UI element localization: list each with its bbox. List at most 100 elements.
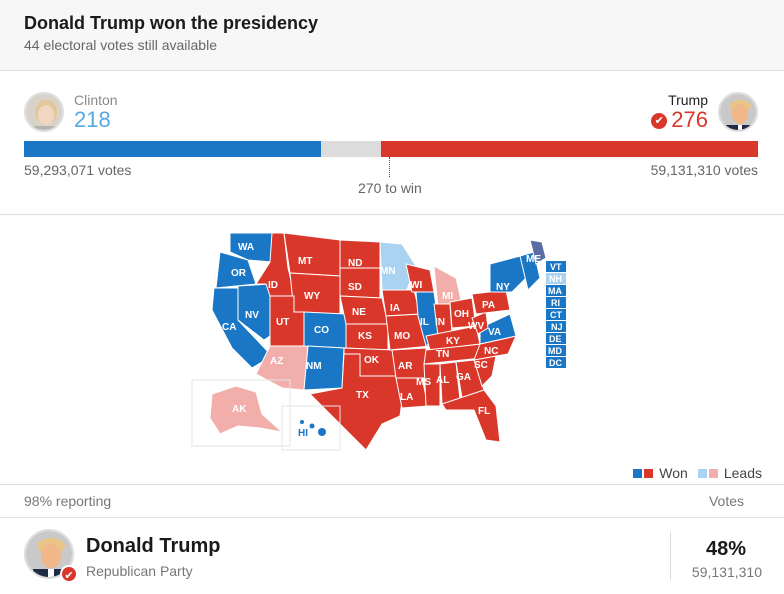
svg-text:PA: PA: [482, 300, 495, 311]
svg-text:MS: MS: [416, 377, 431, 388]
page-subtitle: 44 electoral votes still available: [24, 37, 217, 53]
svg-text:AK: AK: [232, 404, 247, 415]
votes-column-header: Votes: [708, 493, 744, 509]
clinton-name: Clinton: [74, 92, 118, 108]
svg-text:NJ: NJ: [551, 322, 563, 332]
trump-electoral-votes: 276: [671, 107, 708, 132]
svg-text:SD: SD: [348, 282, 362, 293]
map-legend: Won Leads: [633, 465, 762, 481]
threshold-label: 270 to win: [358, 180, 422, 196]
svg-text:IA: IA: [390, 303, 400, 314]
state-hi-2: [309, 423, 315, 429]
svg-text:DC: DC: [549, 358, 562, 368]
state-wa: [229, 232, 276, 263]
svg-text:CT: CT: [550, 310, 562, 320]
svg-text:WI: WI: [410, 280, 422, 291]
divider: [670, 532, 671, 580]
svg-text:MN: MN: [380, 266, 396, 277]
state-va: [479, 313, 517, 345]
svg-text:SC: SC: [474, 360, 488, 371]
svg-text:OH: OH: [454, 309, 469, 320]
state-ny: [489, 255, 527, 293]
svg-text:IN: IN: [435, 317, 445, 328]
svg-text:TN: TN: [436, 349, 449, 360]
svg-text:HI: HI: [298, 428, 308, 439]
svg-text:KS: KS: [358, 331, 372, 342]
trump-bar: [381, 141, 758, 157]
state-mt: [283, 232, 341, 277]
divider: [0, 214, 784, 215]
legend-rep-won-swatch: [644, 468, 654, 478]
result-candidate-party: Republican Party: [86, 563, 193, 579]
clinton-bar: [24, 141, 322, 157]
clinton-summary: Clinton 218: [24, 92, 118, 132]
trump-popular-votes: 59,131,310 votes: [650, 162, 758, 178]
svg-text:TX: TX: [356, 390, 369, 401]
threshold-marker: [389, 157, 390, 177]
header: Donald Trump won the presidency 44 elect…: [0, 0, 784, 71]
svg-text:GA: GA: [456, 372, 471, 383]
state-hi-1: [300, 420, 304, 424]
svg-text:VA: VA: [488, 327, 501, 338]
svg-text:UT: UT: [276, 317, 289, 328]
svg-text:MI: MI: [442, 291, 453, 302]
state-tx: [308, 353, 405, 451]
clinton-popular-votes: 59,293,071 votes: [24, 162, 132, 178]
state-fl: [441, 389, 501, 443]
svg-text:MT: MT: [298, 256, 312, 267]
svg-text:ID: ID: [268, 280, 278, 291]
state-ms: [423, 363, 441, 407]
svg-text:NC: NC: [484, 346, 498, 357]
svg-text:MD: MD: [548, 346, 562, 356]
clinton-electoral-votes: 218: [74, 107, 111, 132]
svg-text:MA: MA: [548, 286, 562, 296]
svg-text:NV: NV: [245, 310, 259, 321]
svg-text:ND: ND: [348, 258, 362, 269]
svg-text:NE: NE: [352, 307, 366, 318]
svg-text:CO: CO: [314, 325, 329, 336]
divider: [0, 484, 784, 485]
svg-text:CA: CA: [222, 322, 236, 333]
trump-summary: Trump ✔ 276: [651, 92, 758, 132]
svg-text:AR: AR: [398, 361, 413, 372]
trump-name: Trump: [668, 92, 708, 108]
svg-text:OR: OR: [231, 268, 247, 279]
electoral-map[interactable]: WA OR CA NV ID MT WY UT AZ CO NM ND SD N…: [190, 228, 580, 453]
legend-rep-leads-swatch: [708, 468, 718, 478]
state-az: [255, 345, 309, 391]
state-wv: [471, 311, 489, 335]
svg-text:WV: WV: [468, 321, 484, 332]
svg-text:AZ: AZ: [270, 356, 283, 367]
svg-text:NY: NY: [496, 282, 510, 293]
reporting-status: 98% reporting: [24, 493, 112, 509]
svg-text:MO: MO: [394, 331, 410, 342]
state-ak: [209, 385, 284, 435]
trump-avatar: [718, 92, 758, 132]
state-me: [529, 239, 547, 265]
legend-dem-leads-swatch: [697, 468, 707, 478]
result-vote-percent: 48%: [705, 538, 746, 560]
svg-text:VT: VT: [550, 262, 562, 272]
state-labels: WA OR CA NV ID MT WY UT AZ CO NM ND SD N…: [222, 242, 541, 439]
svg-text:IL: IL: [420, 317, 429, 328]
svg-text:LA: LA: [400, 392, 413, 403]
svg-text:FL: FL: [478, 406, 490, 417]
svg-text:WY: WY: [304, 291, 320, 302]
legend-won-label: Won: [659, 465, 688, 481]
svg-text:WA: WA: [238, 242, 254, 253]
svg-text:NH: NH: [549, 274, 562, 284]
small-states-column: VT NH MA RI CT NJ DE MD DC: [546, 261, 566, 368]
winner-check-icon: ✔: [60, 565, 78, 583]
hawaii-inset: [281, 405, 341, 451]
state-hi-3: [318, 428, 326, 436]
svg-text:KY: KY: [446, 336, 460, 347]
svg-text:DE: DE: [549, 334, 562, 344]
svg-text:ME: ME: [526, 254, 541, 265]
svg-text:OK: OK: [364, 355, 380, 366]
svg-text:AL: AL: [436, 375, 449, 386]
state-ia: [381, 289, 421, 317]
page-title: Donald Trump won the presidency: [24, 13, 319, 33]
alaska-inset: [191, 379, 291, 447]
result-candidate-name: Donald Trump: [86, 535, 221, 557]
svg-text:RI: RI: [551, 298, 560, 308]
